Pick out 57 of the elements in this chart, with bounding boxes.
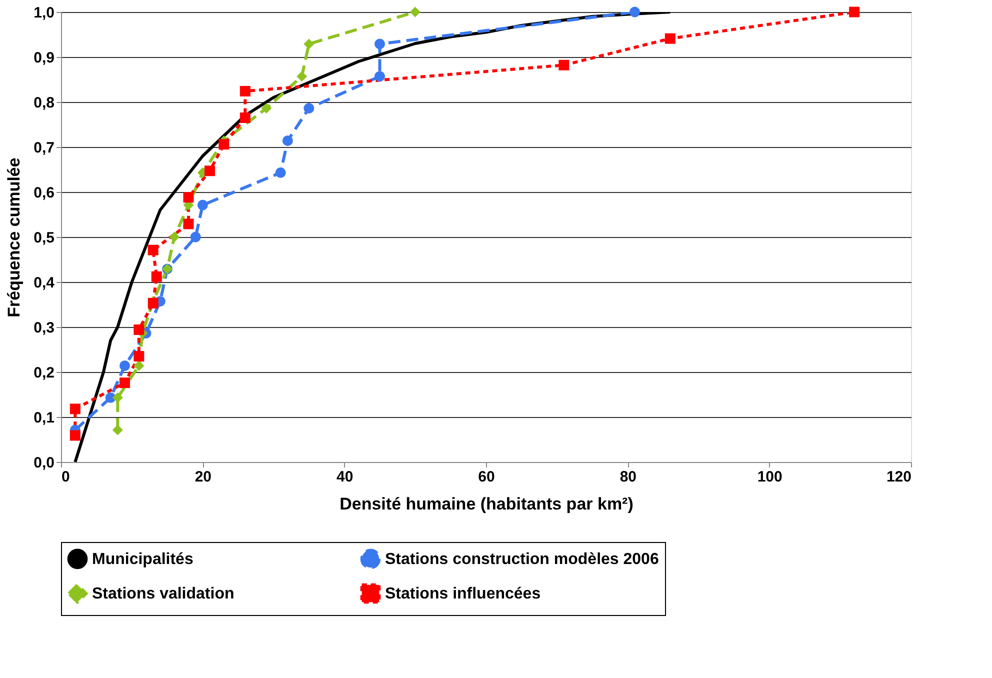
point <box>664 33 676 44</box>
y-tick-label: 1,0 <box>34 4 54 22</box>
point <box>190 232 201 242</box>
point <box>120 360 130 371</box>
legend-label: Stations construction modèles 2006 <box>385 550 659 568</box>
point <box>261 103 272 114</box>
point <box>304 103 314 114</box>
point <box>296 71 308 82</box>
point <box>134 351 144 362</box>
x-tick-label: 120 <box>886 468 912 486</box>
y-axis-title: Fréquence cumulée <box>4 158 24 318</box>
legend-label: Stations influencées <box>385 586 541 602</box>
x-tick-label: 60 <box>478 468 495 486</box>
point <box>112 392 123 403</box>
point <box>183 192 194 203</box>
legend-label: Stations validation <box>92 586 234 602</box>
y-tick-label: 0,6 <box>34 184 54 202</box>
point <box>558 60 570 70</box>
point <box>240 112 250 123</box>
point <box>204 166 215 176</box>
point <box>112 424 123 436</box>
point <box>169 232 180 242</box>
y-tick-label: 0,1 <box>34 410 54 426</box>
point <box>70 430 80 441</box>
x-tick-label: 40 <box>336 468 354 486</box>
point <box>197 200 208 210</box>
point <box>183 218 194 230</box>
y-tick-label: 0,9 <box>34 50 54 66</box>
point <box>275 167 286 178</box>
x-tick-label: 20 <box>194 468 212 486</box>
y-tick-label: 0,3 <box>34 320 54 336</box>
x-tick-label: 100 <box>757 468 782 486</box>
point <box>148 244 158 256</box>
y-tick-label: 0,8 <box>34 94 54 112</box>
x-axis-title: Densité humaine (habitants par km²) <box>340 494 634 514</box>
point <box>374 71 385 82</box>
y-tick-label: 0,4 <box>34 274 56 292</box>
point <box>151 271 162 282</box>
point <box>134 360 144 371</box>
point <box>120 378 130 388</box>
y-tick-label: 0,7 <box>34 140 54 156</box>
y-tick-label: 0,2 <box>34 364 54 382</box>
point <box>240 86 250 96</box>
point <box>849 6 860 18</box>
point <box>218 139 230 150</box>
point <box>304 38 314 50</box>
y-tick-label: 0,0 <box>34 454 54 472</box>
point <box>134 324 144 335</box>
point <box>410 6 420 18</box>
point <box>282 135 293 146</box>
point <box>70 404 80 414</box>
point <box>374 38 385 50</box>
point <box>630 6 640 18</box>
y-tick-label: 0,5 <box>34 230 54 246</box>
x-tick-label: 80 <box>620 468 637 486</box>
x-tick-label: 0 <box>62 468 70 486</box>
legend-label: Municipalités <box>92 550 194 568</box>
